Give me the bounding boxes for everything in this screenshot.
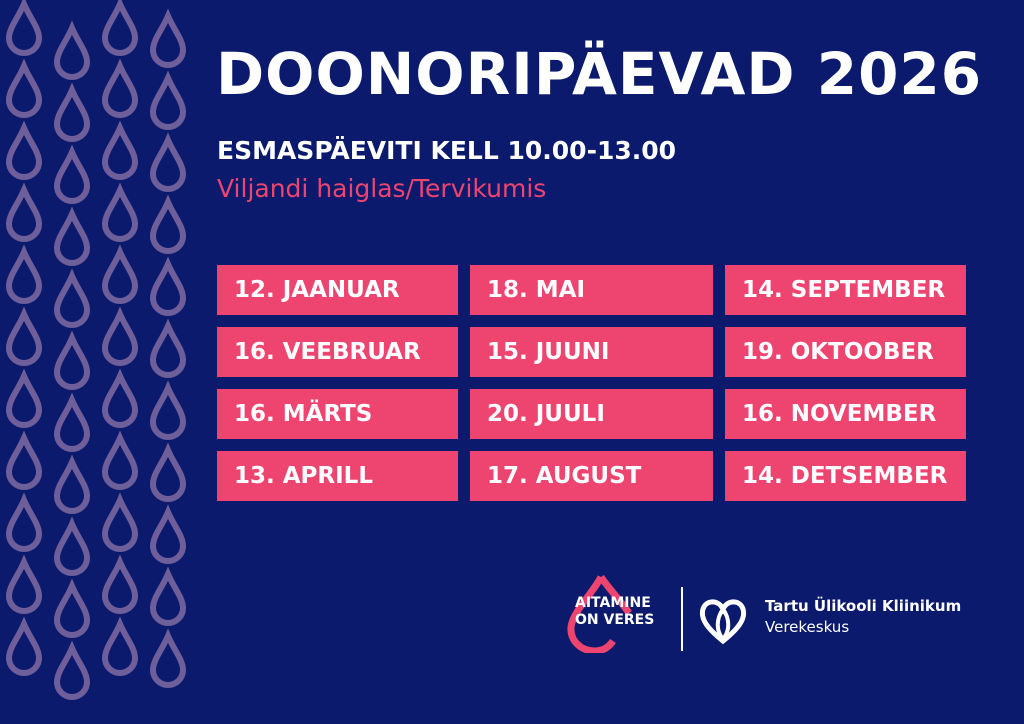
date-item: 17. AUGUST [470,451,713,501]
drop-outline-icon [101,0,139,56]
blood-drop-pattern [5,0,187,700]
drop-outline-icon [101,58,139,118]
drop-outline-icon [5,616,43,676]
drop-outline-icon [5,368,43,428]
drop-outline-icon [53,578,91,638]
drop-outline-icon [53,392,91,452]
drop-outline-icon [101,306,139,366]
drop-outline-icon [101,554,139,614]
drop-outline-icon [101,244,139,304]
logo-divider [681,587,683,651]
date-item: 16. MÄRTS [217,389,458,439]
date-item: 19. OKTOOBER [725,327,966,377]
drop-outline-icon [101,492,139,552]
drop-outline-icon [5,58,43,118]
drop-outline-icon [101,616,139,676]
drop-outline-icon [53,454,91,514]
drop-outline-icon [149,8,187,68]
date-grid: 12. JAANUAR 18. MAI 14. SEPTEMBER 16. VE… [217,265,966,501]
drop-outline-icon [5,430,43,490]
drop-outline-icon [149,566,187,626]
drop-outline-icon [53,516,91,576]
drop-outline-icon [101,430,139,490]
drop-outline-icon [5,182,43,242]
drop-outline-icon [53,82,91,142]
drop-outline-icon [101,368,139,428]
drop-outline-icon [5,306,43,366]
drop-outline-icon [5,554,43,614]
drop-outline-icon [5,0,43,56]
drop-outline-icon [149,194,187,254]
heart-knot-icon [699,599,747,645]
drop-outline-icon [53,330,91,390]
drop-outline-icon [149,132,187,192]
date-item: 18. MAI [470,265,713,315]
logo-line1: AITAMINE [575,595,651,611]
date-item: 16. VEEBRUAR [217,327,458,377]
page-title: DOONORIPÄEVAD 2026 [216,40,983,108]
drop-outline-icon [53,268,91,328]
aitamine-on-veres-logo: AITAMINE ON VERES [565,575,675,653]
drop-outline-icon [53,144,91,204]
schedule-time: ESMASPÄEVITI KELL 10.00-13.00 [217,136,677,165]
drop-outline-icon [53,206,91,266]
date-item: 15. JUUNI [470,327,713,377]
drop-outline-icon [149,442,187,502]
drop-outline-icon [101,182,139,242]
drop-outline-icon [149,504,187,564]
drop-outline-icon [53,640,91,700]
date-item: 14. DETSEMBER [725,451,966,501]
blood-drop-icon [567,575,632,653]
drop-outline-icon [5,244,43,304]
drop-outline-icon [149,70,187,130]
location: Viljandi haiglas/Tervikumis [217,174,547,203]
date-item: 16. NOVEMBER [725,389,966,439]
date-item: 20. JUULI [470,389,713,439]
date-item: 13. APRILL [217,451,458,501]
drop-outline-icon [149,256,187,316]
drop-outline-icon [53,20,91,80]
drop-outline-icon [101,120,139,180]
drop-outline-icon [5,492,43,552]
date-item: 12. JAANUAR [217,265,458,315]
drop-outline-icon [5,120,43,180]
drop-outline-icon [149,380,187,440]
drop-outline-icon [149,318,187,378]
logo-line2: ON VERES [575,612,655,628]
date-item: 14. SEPTEMBER [725,265,966,315]
clinic-unit: Verekeskus [765,618,850,636]
footer-logos: AITAMINE ON VERES Tartu Ülikooli Kliinik… [565,575,965,653]
clinic-name: Tartu Ülikooli Kliinikum [765,597,962,615]
drop-outline-icon [149,628,187,688]
